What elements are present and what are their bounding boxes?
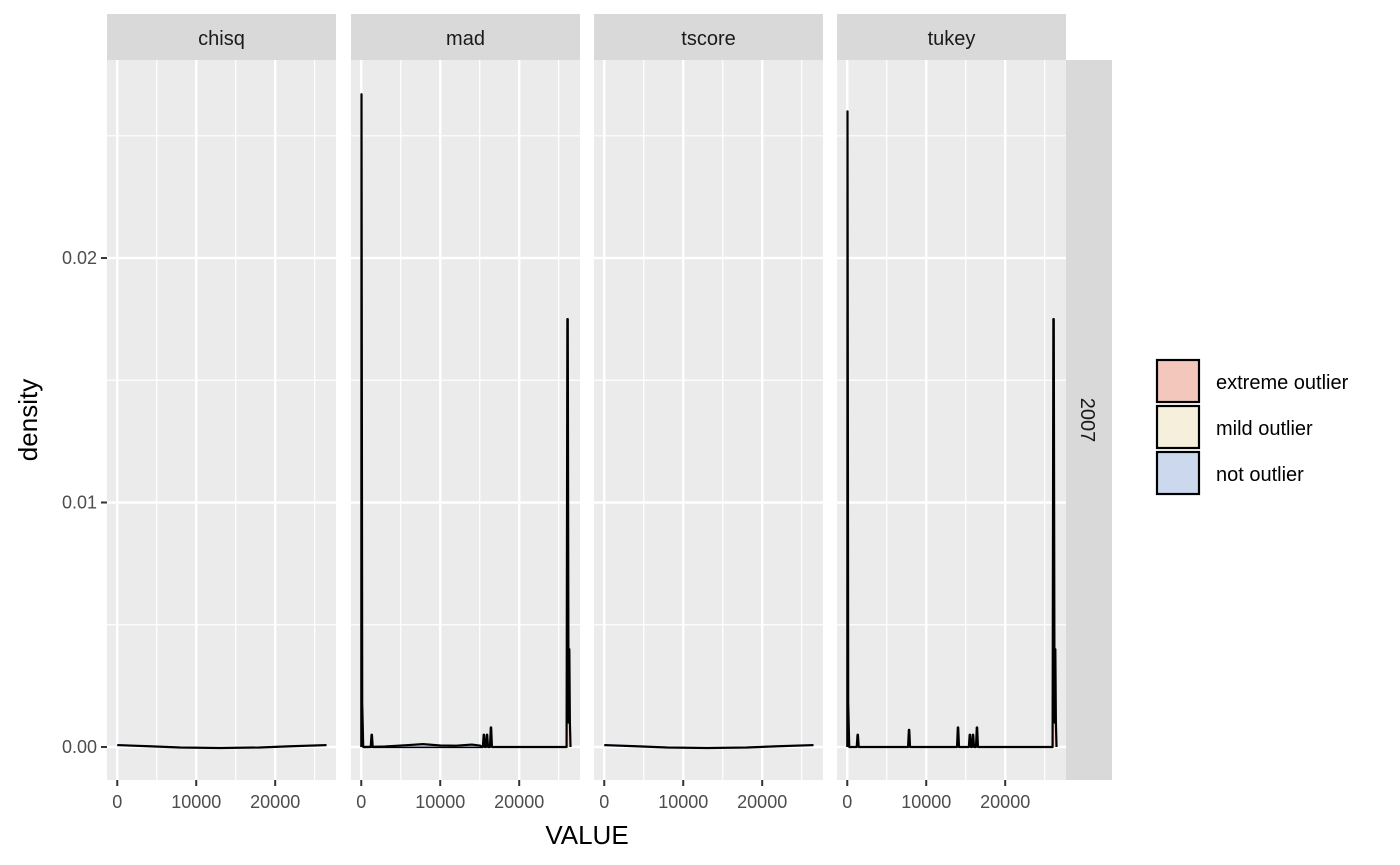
legend-label: mild outlier (1216, 418, 1313, 440)
density-line-not-outlier (364, 742, 484, 749)
x-tick-label: 10000 (901, 792, 951, 812)
y-axis-title: density (13, 379, 43, 461)
x-tick-label: 0 (356, 792, 366, 812)
x-tick-label: 20000 (737, 792, 787, 812)
density-line-not-outlier (117, 743, 327, 750)
x-axis-title: VALUE (545, 820, 628, 850)
y-tick-label: 0.01 (62, 493, 97, 513)
facet-chisq: chisq 0 10000 20000 (107, 14, 336, 812)
x-tick-label: 20000 (250, 792, 300, 812)
row-strip-label: 2007 (1076, 398, 1098, 443)
x-tick-label: 20000 (980, 792, 1030, 812)
facet-strip-chisq (107, 14, 336, 60)
legend-item: extreme outlier (1155, 358, 1349, 404)
facet-tscore: tscore 0 10000 20000 (594, 14, 823, 812)
facet-strip-mad (351, 14, 580, 60)
x-tick-label: 10000 (658, 792, 708, 812)
density-line-not-outlier (604, 743, 814, 750)
facet-strip-label: mad (446, 28, 485, 50)
panel-background (351, 60, 580, 780)
legend: extreme outlier mild outlier not outlier (1155, 358, 1349, 496)
x-tick-label: 10000 (171, 792, 221, 812)
y-tick-label: 0.00 (62, 737, 97, 757)
facet-strip-label: tscore (681, 28, 735, 50)
facet-strip-label: chisq (198, 28, 245, 50)
row-strip-background (1066, 60, 1112, 780)
facet-mad: mad 0 10000 20000 (351, 14, 580, 812)
legend-key (1155, 404, 1201, 450)
panel-background (107, 60, 336, 780)
panel-background (594, 60, 823, 780)
x-tick-label: 0 (842, 792, 852, 812)
legend-key (1155, 450, 1201, 496)
legend-item: not outlier (1155, 450, 1304, 496)
facet-strip-tukey (837, 14, 1066, 60)
legend-label: not outlier (1216, 464, 1304, 486)
x-tick-label: 10000 (415, 792, 465, 812)
y-tick-label: 0.02 (62, 248, 97, 268)
density-line-extreme-outlier (846, 110, 1058, 749)
facet-tukey: tukey 0 10000 20000 (837, 14, 1066, 812)
legend-item: mild outlier (1155, 404, 1313, 450)
legend-key (1155, 358, 1201, 404)
y-axis: 0.00 0.01 0.02 (62, 248, 107, 757)
x-tick-label: 0 (112, 792, 122, 812)
legend-label: extreme outlier (1216, 372, 1349, 394)
facet-strip-label: tukey (928, 28, 976, 50)
facet-panels: chisq 0 10000 20000 mad 0 10000 20000 tscore 0 100… (107, 14, 1066, 812)
panel-background (837, 60, 1066, 780)
facet-strip-tscore (594, 14, 823, 60)
x-tick-label: 0 (599, 792, 609, 812)
x-tick-label: 20000 (494, 792, 544, 812)
